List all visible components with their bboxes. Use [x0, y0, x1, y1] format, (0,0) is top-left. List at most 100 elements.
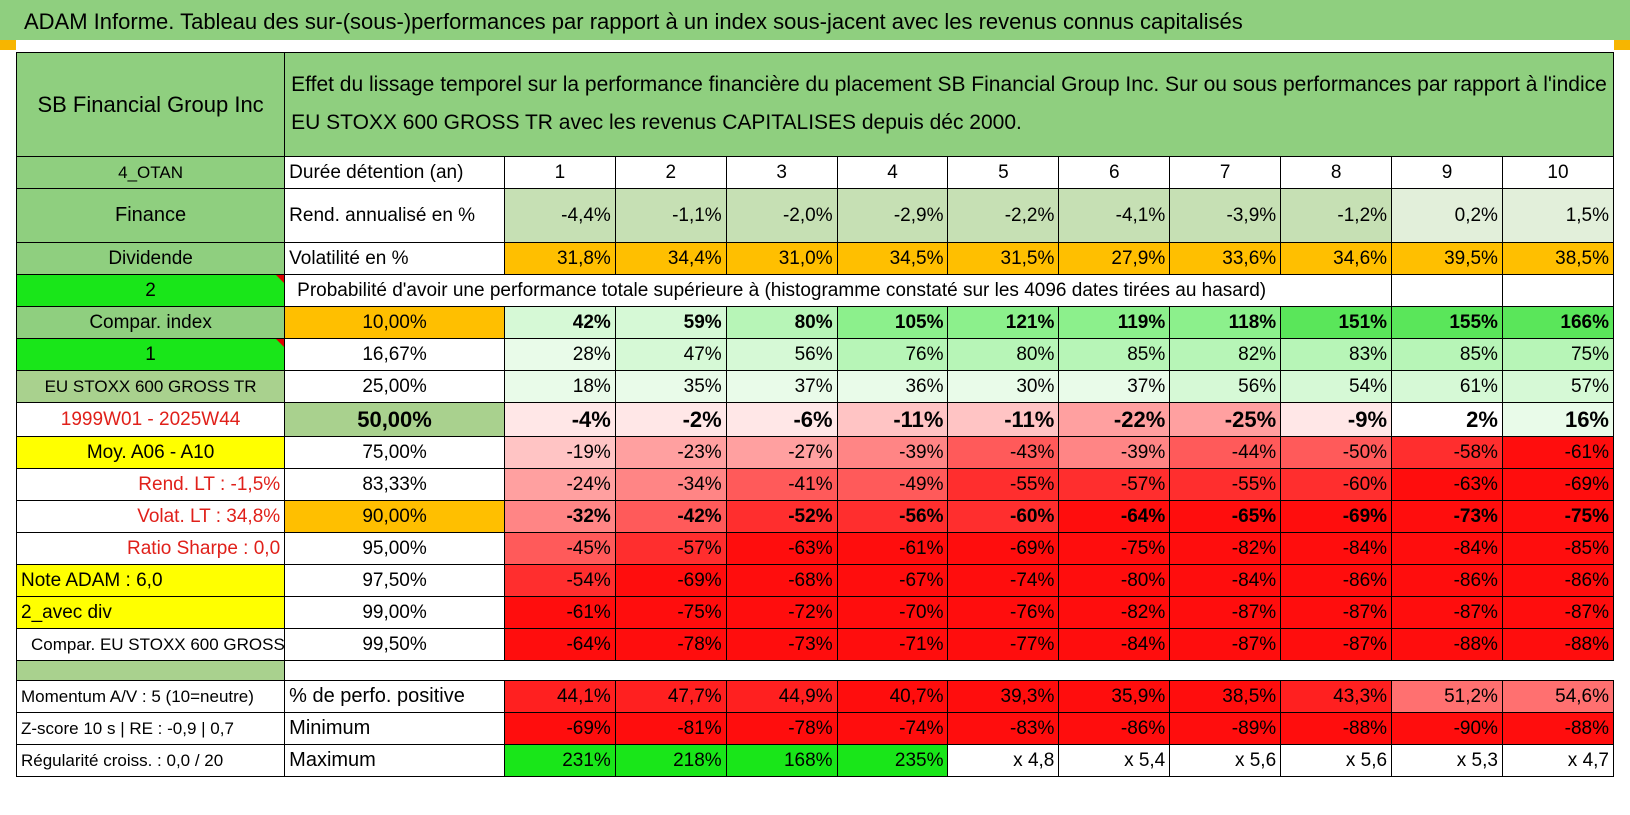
quantile-value: 80% [725, 306, 838, 339]
side-code: 4_OTAN [15, 156, 286, 189]
quantile-value: -78% [614, 628, 727, 661]
side-sector: Finance [15, 188, 286, 243]
rend-value: -2,2% [947, 188, 1060, 243]
quantile-level: 10,00% [284, 306, 505, 339]
horizon-4: 4 [836, 156, 949, 189]
quantile-value: -84% [1058, 628, 1171, 661]
quantile-value: -84% [1169, 564, 1282, 597]
quantile-value: -45% [503, 532, 616, 565]
pct-positive-value: 44,1% [503, 680, 616, 713]
maximum-label: Maximum [284, 744, 505, 777]
maximum-value: x 4,7 [1501, 744, 1615, 777]
quantile-value: -34% [614, 468, 727, 501]
quantile-value: -74% [947, 564, 1060, 597]
quantile-value: -69% [947, 532, 1060, 565]
quantile-value: -24% [503, 468, 616, 501]
quantile-level: 99,50% [284, 628, 505, 661]
quantile-row: Compar. EU STOXX 600 GROSS TR 99,50% -64% -… [15, 628, 1615, 661]
minimum-value: -81% [614, 712, 727, 745]
quantile-value: -65% [1169, 500, 1282, 533]
quantile-value: 28% [503, 338, 616, 371]
quantile-value: 42% [503, 306, 616, 339]
maximum-value: 168% [725, 744, 838, 777]
quantile-value: -56% [836, 500, 949, 533]
vol-value: 27,9% [1058, 242, 1171, 275]
vol-value: 34,6% [1280, 242, 1393, 275]
rend-row: Finance Rend. annualisé en % -4,4% -1,1% -2,… [15, 188, 1615, 243]
minimum-value: -88% [1501, 712, 1615, 745]
vol-value: 39,5% [1391, 242, 1503, 275]
pct-positive-label: % de perfo. positive [284, 680, 505, 713]
quantile-level: 50,00% [284, 402, 505, 437]
maximum-value: x 5,6 [1280, 744, 1393, 777]
quantile-value: -70% [836, 596, 949, 629]
quantile-value: -42% [614, 500, 727, 533]
quantile-level: 75,00% [284, 436, 505, 469]
quantile-value: -4% [503, 402, 616, 437]
pct-positive-value: 44,9% [725, 680, 838, 713]
quantile-value: -60% [947, 500, 1060, 533]
quantile-value: -11% [836, 402, 949, 437]
quantile-row: Volat. LT : 34,8% 90,00% -32% -42% -52% -56% -… [15, 500, 1615, 533]
quantile-value: 61% [1391, 370, 1503, 403]
quantile-value: -75% [614, 596, 727, 629]
quantile-value: -64% [503, 628, 616, 661]
quantile-value: -9% [1280, 402, 1393, 437]
quantile-value: -77% [947, 628, 1060, 661]
quantile-value: 57% [1501, 370, 1615, 403]
quantile-value: -61% [836, 532, 949, 565]
quantile-value: -41% [725, 468, 838, 501]
horizon-1: 1 [503, 156, 616, 189]
quantile-value: -63% [1391, 468, 1503, 501]
momentum-label: Momentum A/V : 5 (10=neutre) [15, 680, 286, 713]
minimum-value: -74% [836, 712, 949, 745]
minimum-value: -69% [503, 712, 616, 745]
quantile-value: -87% [1501, 596, 1615, 629]
note-adam: Note ADAM : 6,0 [15, 564, 286, 597]
rend-value: -2,0% [725, 188, 838, 243]
quantile-value: 30% [947, 370, 1060, 403]
quantile-value: -87% [1169, 596, 1282, 629]
quantile-value: -86% [1501, 564, 1615, 597]
maximum-value: x 5,6 [1169, 744, 1282, 777]
quantile-value: -49% [836, 468, 949, 501]
quantile-row: 1 16,67% 28% 47% 56% 76% 80% 85% 82% 83% 85% 75% [15, 338, 1615, 371]
quantile-value: 166% [1501, 306, 1615, 339]
quantile-value: 36% [836, 370, 949, 403]
maximum-row: Régularité croiss. : 0,0 / 20 Maximum 231%… [15, 744, 1615, 777]
quantile-value: 16% [1501, 402, 1615, 437]
pct-positive-value: 39,3% [947, 680, 1060, 713]
quantile-value: -60% [1280, 468, 1393, 501]
mode-label: 2_avec div [15, 596, 286, 629]
quantile-value: -84% [1391, 532, 1503, 565]
maximum-value: 231% [503, 744, 616, 777]
vol-value: 31,8% [503, 242, 616, 275]
separator-row [15, 660, 1614, 681]
quantile-value: -69% [1501, 468, 1615, 501]
volat-lt: Volat. LT : 34,8% [15, 500, 286, 533]
accent-left [0, 40, 16, 50]
quantile-value: 82% [1169, 338, 1282, 371]
quantile-value: 35% [614, 370, 727, 403]
quantile-value: -27% [725, 436, 838, 469]
quantile-value: -73% [725, 628, 838, 661]
quantile-value: -84% [1280, 532, 1393, 565]
pct-positive-value: 47,7% [614, 680, 727, 713]
quantile-value: -50% [1280, 436, 1393, 469]
quantile-value: -86% [1391, 564, 1503, 597]
compar-full: Compar. EU STOXX 600 GROSS TR [15, 628, 286, 661]
quantile-value: -73% [1391, 500, 1503, 533]
quantile-value: -86% [1280, 564, 1393, 597]
quantile-value: -69% [614, 564, 727, 597]
selector-2: 1 [15, 338, 286, 371]
vol-value: 33,6% [1169, 242, 1282, 275]
minimum-label: Minimum [284, 712, 505, 745]
separator-blank [285, 661, 1614, 681]
quantile-value: -43% [947, 436, 1060, 469]
quantile-value: -82% [1058, 596, 1171, 629]
quantile-value: -88% [1391, 628, 1503, 661]
quantile-value: -85% [1501, 532, 1615, 565]
quantile-row: Note ADAM : 6,0 97,50% -54% -69% -68% -67% -74… [15, 564, 1615, 597]
quantile-row: Compar. index 10,00% 42% 59% 80% 105% 121% 119%… [15, 306, 1615, 339]
pct-positive-value: 35,9% [1058, 680, 1171, 713]
